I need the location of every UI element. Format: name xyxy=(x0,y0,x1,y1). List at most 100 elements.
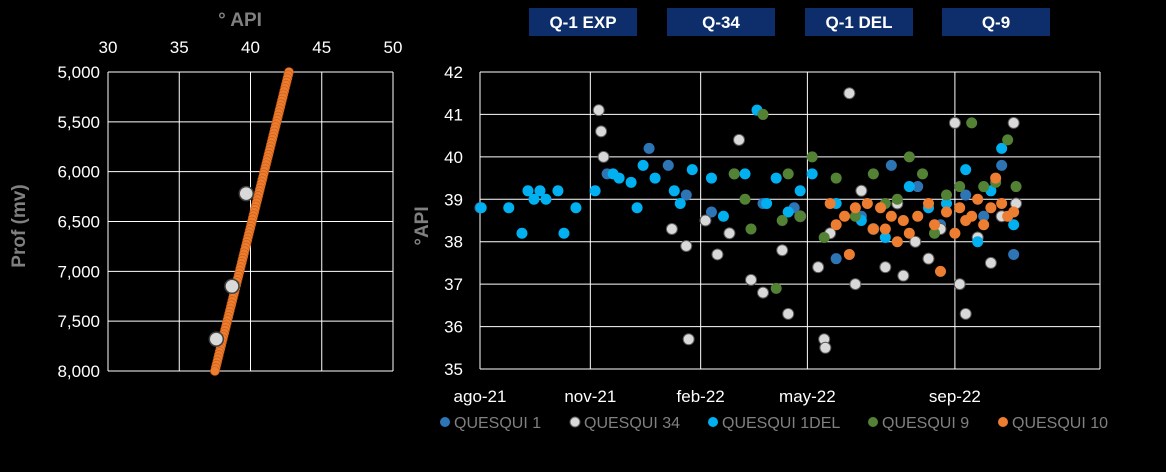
data-point xyxy=(879,223,891,235)
data-point xyxy=(843,248,855,260)
data-point xyxy=(649,172,661,184)
right-y-axis-title: °API xyxy=(412,206,433,245)
data-point xyxy=(776,244,789,257)
data-point xyxy=(595,125,608,138)
legend-marker xyxy=(868,417,878,427)
data-point xyxy=(923,198,935,210)
data-point xyxy=(540,193,552,205)
data-point xyxy=(717,210,729,222)
data-point xyxy=(922,252,935,265)
data-point xyxy=(475,202,487,214)
legend-label: QUESQUI 10 xyxy=(1012,415,1108,432)
data-point xyxy=(806,168,818,180)
data-point xyxy=(1002,134,1014,146)
data-point xyxy=(705,172,717,184)
data-point xyxy=(849,210,861,222)
data-point xyxy=(972,193,984,205)
data-point xyxy=(959,307,972,320)
data-point xyxy=(782,206,794,218)
data-point xyxy=(909,235,922,248)
data-point xyxy=(824,198,836,210)
data-point xyxy=(589,185,601,197)
phase-tag xyxy=(667,8,775,36)
data-point xyxy=(912,181,924,193)
legend-marker xyxy=(569,416,581,428)
data-point xyxy=(680,189,692,201)
legend-label: QUESQUI 34 xyxy=(584,415,680,432)
data-point xyxy=(940,198,952,210)
left-y-ticks: 5,000 5,500 6,000 6,500 7,000 7,500 8,000 xyxy=(57,63,100,381)
data-point xyxy=(761,198,773,210)
data-point xyxy=(985,202,997,214)
data-point xyxy=(552,185,564,197)
data-point xyxy=(903,227,915,239)
right-x-ticks: ago-21 nov-21 feb-22 may-22 sep-22 xyxy=(454,387,981,406)
data-point xyxy=(776,215,788,226)
data-point xyxy=(674,198,686,210)
data-point xyxy=(699,214,712,227)
data-point xyxy=(728,168,740,180)
data-point xyxy=(1007,116,1020,129)
data-point xyxy=(972,236,984,248)
data-point xyxy=(940,206,952,218)
phase-tag-label: Q-9 xyxy=(982,13,1010,32)
left-y-tick-label: 5,500 xyxy=(57,113,100,132)
data-point xyxy=(885,159,897,171)
right-y-tick-label: 42 xyxy=(444,63,463,82)
data-point xyxy=(912,210,924,222)
data-point xyxy=(849,278,862,291)
data-point xyxy=(861,198,873,210)
data-point xyxy=(680,239,693,252)
right-x-tick-label: nov-21 xyxy=(564,387,616,406)
legend-label: QUESQUI 1 xyxy=(454,415,541,432)
left-grid xyxy=(107,71,394,372)
data-point xyxy=(949,227,961,239)
data-point xyxy=(929,219,941,231)
data-point xyxy=(597,150,610,163)
data-point xyxy=(733,133,746,146)
data-point xyxy=(867,223,879,235)
data-point xyxy=(996,142,1008,154)
data-point xyxy=(723,227,736,240)
data-point xyxy=(954,202,966,214)
data-point xyxy=(1008,206,1020,218)
data-point xyxy=(592,104,605,117)
data-point xyxy=(534,185,546,197)
data-point xyxy=(960,189,972,201)
legend: QUESQUI 1 QUESQUI 34 QUESQUI 1DEL QUESQUI 9… xyxy=(440,415,1108,432)
data-point xyxy=(665,222,678,235)
data-point xyxy=(897,269,910,282)
phase-tag xyxy=(529,8,637,36)
data-point xyxy=(984,256,997,269)
data-point xyxy=(770,172,782,184)
data-point xyxy=(978,210,990,222)
left-y-tick-label: 7,000 xyxy=(57,262,100,281)
data-point xyxy=(996,159,1008,171)
phase-tag xyxy=(805,8,913,36)
data-point xyxy=(757,286,770,299)
left-y-axis-title: Prof (mv) xyxy=(9,184,30,267)
data-point xyxy=(891,193,903,205)
data-point xyxy=(819,341,832,354)
data-point xyxy=(631,202,643,214)
right-x-tick-label: sep-22 xyxy=(929,387,981,406)
data-point xyxy=(990,172,1002,184)
data-point xyxy=(897,215,909,226)
phase-tag xyxy=(942,8,1050,36)
data-point xyxy=(879,261,892,274)
data-point xyxy=(682,333,695,346)
data-point xyxy=(528,193,540,205)
data-point xyxy=(830,172,842,184)
data-point xyxy=(839,210,851,222)
legend-marker xyxy=(998,417,1008,427)
left-x-tick-label: 30 xyxy=(99,38,118,57)
left-x-ticks: 30 35 40 45 50 xyxy=(99,38,403,57)
left-marks xyxy=(208,67,294,376)
data-point xyxy=(903,181,915,193)
data-point xyxy=(705,206,717,218)
sample-point xyxy=(238,185,254,202)
api-time-chart: Q-1 EXP Q-34 Q-1 DEL Q-9 °API 35 36 37 38 39 40 4… xyxy=(412,8,1108,432)
data-point xyxy=(966,117,978,129)
data-point xyxy=(770,282,782,294)
